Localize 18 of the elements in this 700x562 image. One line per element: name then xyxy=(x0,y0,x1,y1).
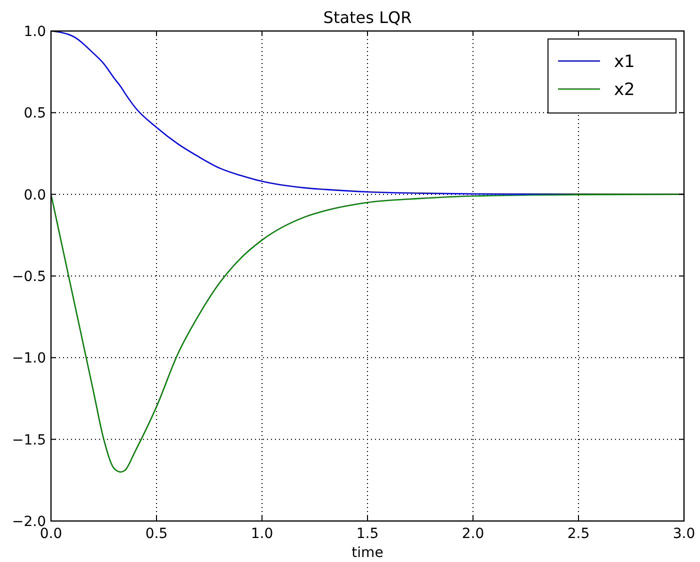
y-tick-label: −1.0 xyxy=(12,350,46,367)
x-tick-label: 0.0 xyxy=(40,526,62,542)
y-tick-label: −1.5 xyxy=(12,432,46,448)
chart-title: States LQR xyxy=(323,8,412,27)
x-tick-label: 3.0 xyxy=(672,526,696,542)
y-tick-label: 0.5 xyxy=(24,106,46,122)
x-tick-label: 2.5 xyxy=(567,526,590,542)
line-series xyxy=(50,194,685,473)
y-tick-label: −0.5 xyxy=(12,269,46,285)
x-axis-title: time xyxy=(352,545,384,561)
legend-label: x1 xyxy=(614,52,635,72)
legend-label: x2 xyxy=(614,80,635,100)
x-tick-label: 1.0 xyxy=(250,526,274,542)
y-tick-label: 1.0 xyxy=(24,24,46,40)
x-tick-label: 1.5 xyxy=(356,526,379,542)
x-tick-label: 0.5 xyxy=(145,526,168,542)
y-tick-label: 0.0 xyxy=(24,187,46,204)
x-tick-label: 2.0 xyxy=(462,526,484,542)
